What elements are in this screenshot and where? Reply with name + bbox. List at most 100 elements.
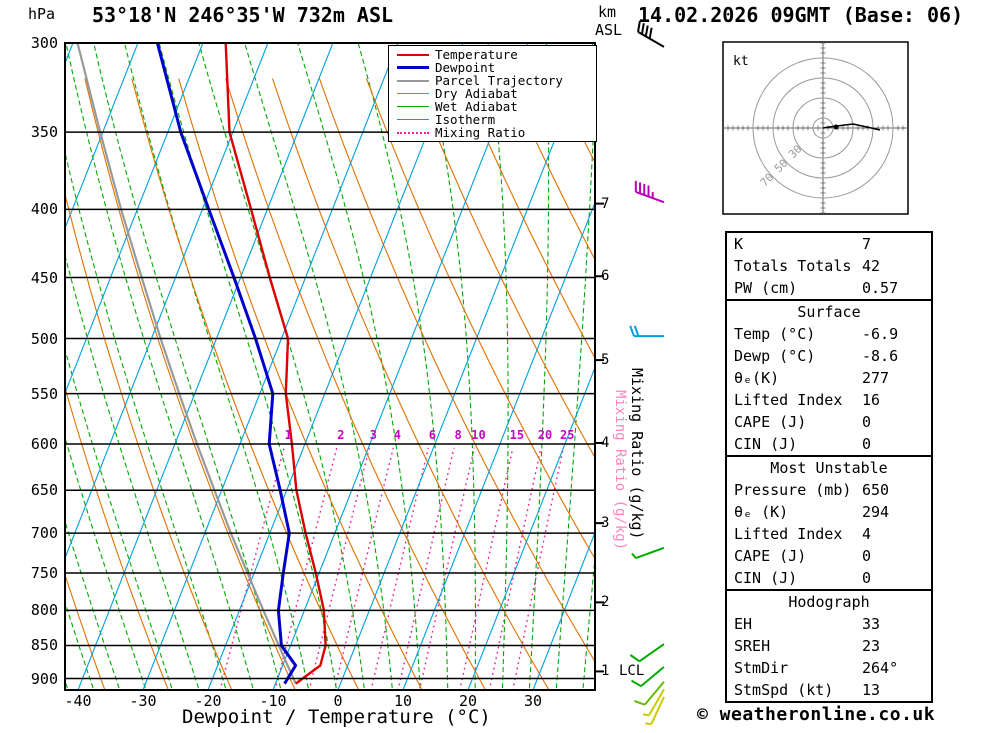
table-row-label: Pressure (mb) (734, 481, 852, 499)
legend-item-label: Dewpoint (435, 60, 496, 75)
altitude-axis-unit-km: km (598, 3, 617, 21)
table-row-label: StmDir (734, 659, 789, 677)
dry-adiabat-line (65, 192, 233, 690)
table-row: PW (cm) 0.57 (727, 277, 931, 299)
table-row-value: 7 (862, 235, 872, 253)
pressure-axis-label: 900 (30, 669, 58, 688)
mixing-ratio-value-label: 4 (393, 428, 401, 442)
hodograph-ring (752, 57, 894, 199)
hodograph-storm-marker (833, 124, 839, 130)
copyright: © weatheronline.co.uk (697, 704, 936, 725)
temperature-curve (224, 43, 327, 685)
pressure-axis-unit: hPa (28, 5, 56, 23)
wet-adiabat-line (158, 43, 337, 689)
legend-item: Mixing Ratio (389, 126, 596, 139)
table-section-title: Surface (797, 303, 861, 321)
legend-swatch (397, 119, 429, 120)
mixing-ratio-value-label: 1 (284, 428, 292, 442)
mixing-ratio-line (274, 447, 338, 690)
table-row-label: CAPE (J) (734, 413, 807, 431)
temperature-tick-label: 30 (523, 692, 543, 710)
wet-adiabat-line (93, 43, 282, 689)
table-row: Lifted Index 16 (727, 389, 931, 411)
mixing-ratio-value-label: 20 (537, 428, 553, 442)
legend-item-label: Isotherm (435, 112, 496, 127)
table-row: StmSpd (kt) 13 (727, 679, 931, 701)
pressure-axis-label: 500 (30, 329, 58, 348)
table-row-value: 0.57 (862, 279, 899, 297)
table-row-value: 0 (862, 413, 872, 431)
pressure-axis-label: 550 (30, 384, 58, 403)
table-row-value: 42 (862, 257, 881, 275)
km-tick-label: 6 (601, 268, 610, 285)
legend-item: Temperature (389, 48, 596, 61)
dry-adiabat-line (131, 78, 360, 690)
hodograph-trace (822, 123, 881, 131)
isotherm-line (467, 366, 595, 690)
indices-table: K 7 Totals Totals 42 PW (cm) 0.57 Surface Temp … (725, 231, 933, 703)
isotherm-line (532, 531, 595, 690)
wind-barb (645, 696, 665, 726)
table-row-label: Lifted Index (734, 391, 843, 409)
km-tick-label: 3 (601, 515, 610, 532)
legend-swatch (397, 106, 429, 107)
wet-adiabat-line (65, 253, 200, 689)
pressure-axis-label: 350 (30, 123, 58, 142)
wet-adiabat-line (65, 43, 254, 689)
table-row: Totals Totals 42 (727, 255, 931, 277)
table-row-value: 0 (862, 547, 872, 565)
mixing-ratio-value-label: 6 (428, 428, 436, 442)
dry-adiabat-line (459, 78, 595, 360)
isotherm-line (402, 201, 595, 690)
legend-item-label: Wet Adiabat (435, 99, 518, 114)
table-row-value: 13 (862, 681, 881, 699)
mixing-ratio-value-label: 15 (509, 428, 525, 442)
legend-item-label: Dry Adiabat (435, 86, 518, 101)
pressure-axis-label: 700 (30, 524, 58, 543)
wind-barb (629, 325, 664, 338)
table-row-value: 23 (862, 637, 881, 655)
wet-adiabat-line (244, 43, 393, 689)
table-row: SREH 23 (727, 635, 931, 657)
wet-adiabat-line (528, 43, 550, 689)
legend-item-label: Temperature (435, 47, 518, 62)
table-row-value: 277 (862, 369, 890, 387)
temperature-tick-label: -30 (129, 692, 157, 710)
temperature-tick-label: -20 (194, 692, 222, 710)
table-row: Temp (°C) -6.9 (727, 323, 931, 345)
table-row-label: CIN (J) (734, 569, 798, 587)
pressure-axis-label: 650 (30, 481, 58, 500)
dry-adiabat-line (225, 78, 487, 690)
dry-adiabat-line (506, 78, 595, 261)
mixing-ratio-line (219, 447, 285, 690)
table-row-value: 16 (862, 391, 881, 409)
dewpoint-curve (155, 43, 298, 685)
table-row-label: θₑ (K) (734, 503, 789, 521)
legend-item: Dry Adiabat (389, 87, 596, 100)
x-axis-title: Dewpoint / Temperature (°C) (182, 706, 491, 728)
legend-item-label: Mixing Ratio (435, 125, 526, 140)
isotherm-line (65, 43, 269, 560)
hodograph-ring (812, 117, 834, 139)
table-row: CAPE (J) 0 (727, 411, 931, 433)
wind-barb (629, 643, 665, 663)
table-row: CAPE (J) 0 (727, 545, 931, 567)
table-row: Dewp (°C) -8.6 (727, 345, 931, 367)
wet-adiabat-line (65, 519, 120, 689)
table-section: Hodograph EH 33 SREH 23 StmDir 264° StmSpd (kt)… (727, 589, 931, 701)
dry-adiabat-line (178, 78, 423, 690)
temperature-tick-label: 10 (393, 692, 413, 710)
lcl-label: LCL (619, 663, 645, 679)
legend: Temperature Dewpoint Parcel Trajectory Dry … (388, 45, 597, 142)
wind-barb (631, 546, 665, 560)
km-tick-label: 4 (601, 435, 610, 451)
table-row: θₑ (K) 294 (727, 501, 931, 523)
km-tick-label: 1 (601, 663, 610, 680)
wind-barb (637, 20, 665, 48)
hodograph-unit-label: kt (733, 54, 749, 69)
mixing-ratio-line (512, 447, 564, 690)
legend-item: Dewpoint (389, 61, 596, 74)
temperature-tick-label: 20 (458, 692, 478, 710)
